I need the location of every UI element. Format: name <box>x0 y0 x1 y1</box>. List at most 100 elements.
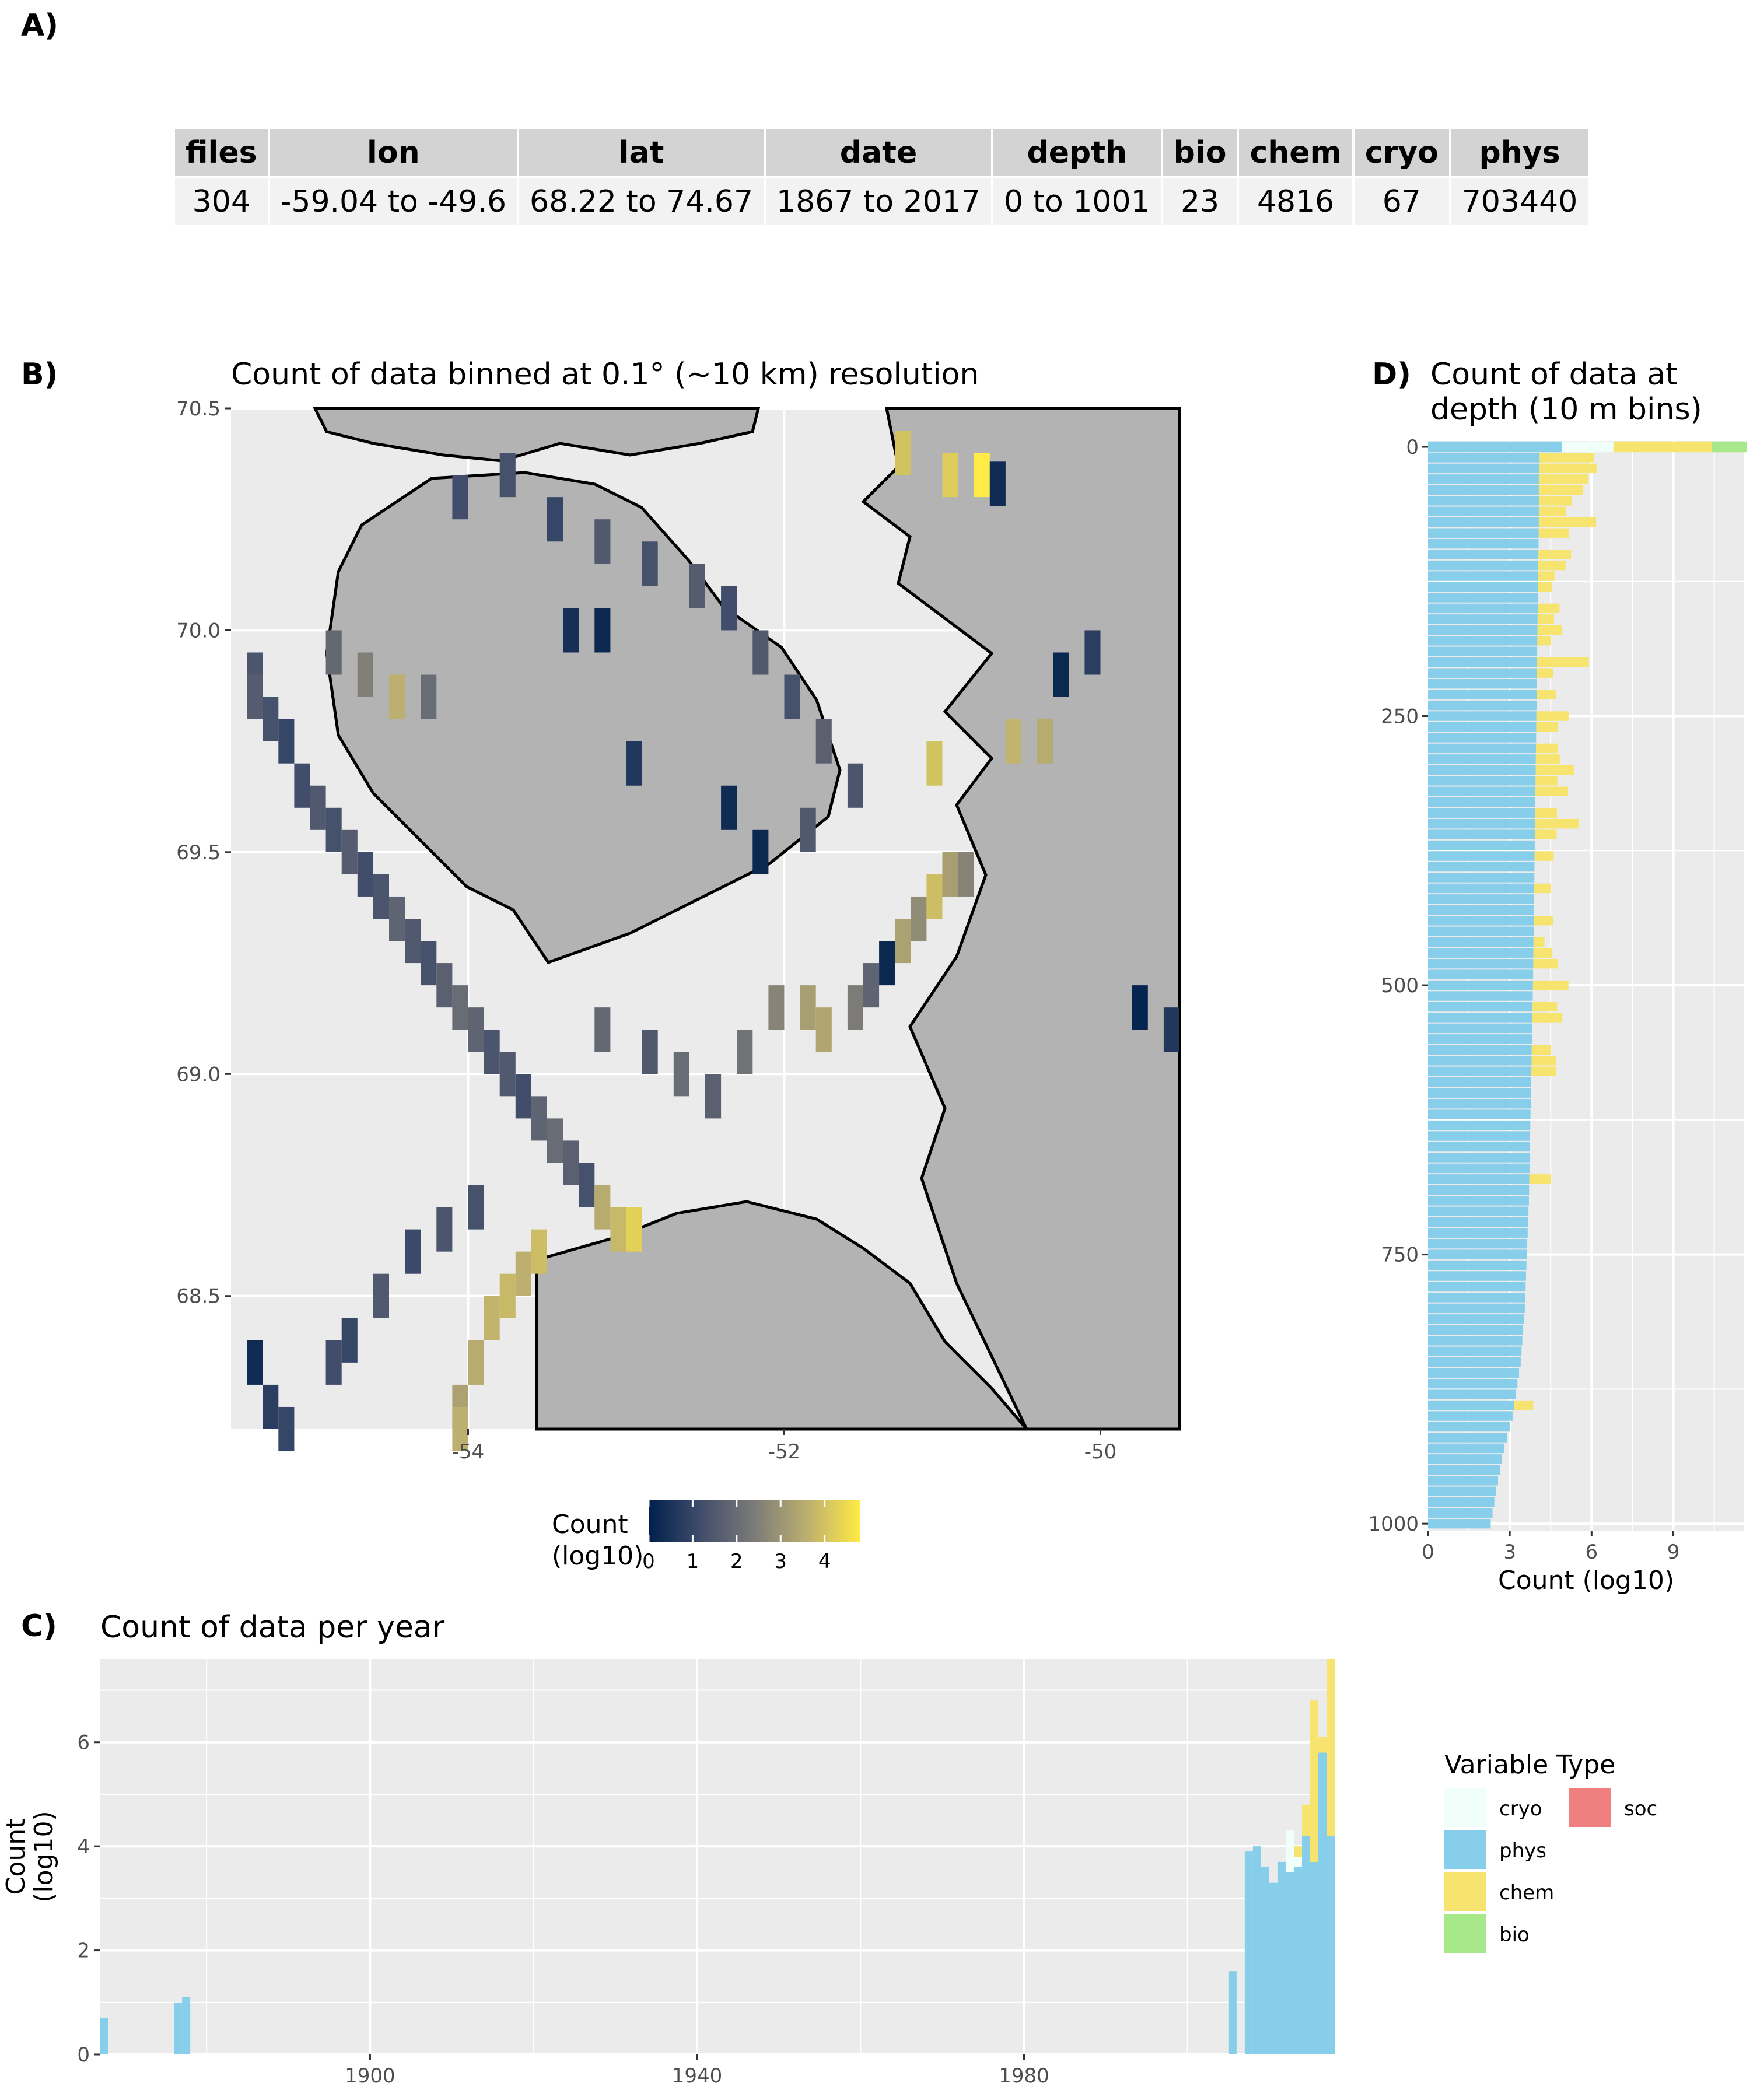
year-y-axis-label-line1: Count <box>1 1819 31 1895</box>
depth-chem-bar <box>1514 1400 1534 1410</box>
map-bin-cell <box>911 896 927 942</box>
depth-chem-bar <box>1537 625 1562 635</box>
map-bin-cell <box>547 1118 564 1163</box>
year-phys-bar <box>1301 1836 1310 2054</box>
depth-phys-bar <box>1428 743 1536 754</box>
depth-phys-bar <box>1428 453 1540 463</box>
depth-phys-bar <box>1428 1411 1513 1421</box>
depth-chem-bar <box>1538 550 1572 559</box>
summary-value-cell: 0 to 1001 <box>991 176 1163 228</box>
depth-chem-bar <box>1539 506 1566 516</box>
map-bin-cell <box>895 430 911 475</box>
summary-header-cell: cryo <box>1352 127 1451 178</box>
depth-phys-bar <box>1428 937 1534 947</box>
depth-phys-bar <box>1428 1368 1520 1378</box>
depth-phys-bar <box>1428 1346 1522 1356</box>
depth-x-axis-label: Count (log10) <box>1498 1566 1674 1595</box>
depth-phys-bar <box>1428 1390 1516 1399</box>
depth-phys-bar <box>1428 1508 1493 1518</box>
legend-chem-label: chem <box>1499 1881 1554 1905</box>
depth-phys-bar <box>1428 1422 1510 1432</box>
year-y-tick-label: 6 <box>77 1731 90 1755</box>
legend-bio-swatch <box>1444 1915 1486 1953</box>
legend-phys-swatch <box>1444 1831 1486 1869</box>
year-phys-bar <box>1252 1846 1261 2054</box>
summary-header-cell: phys <box>1448 127 1591 178</box>
year-phys-bar <box>1261 1867 1269 2054</box>
summary-value-cell: 703440 <box>1448 176 1591 228</box>
year-phys-bar <box>1293 1867 1302 2054</box>
map-bin-cell <box>468 1340 484 1385</box>
depth-chem-bar <box>1532 1013 1563 1023</box>
depth-x-tick-label: 3 <box>1503 1541 1516 1564</box>
map-bin-cell <box>1037 719 1054 764</box>
nuussuaq-peninsula <box>312 407 761 463</box>
colorbar-tick-label: 3 <box>774 1550 787 1573</box>
depth-chem-bar <box>1532 980 1569 991</box>
depth-chem-bar <box>1537 636 1551 646</box>
depth-phys-bar <box>1428 538 1539 549</box>
depth-phys-bar <box>1428 1238 1528 1249</box>
year-title: Count of data per year <box>100 1610 445 1645</box>
year-x-tick-label: 1940 <box>672 2064 723 2088</box>
depth-phys-bar <box>1428 1357 1521 1367</box>
year-y-tick-label: 0 <box>77 2043 90 2067</box>
map-bin-cell <box>721 586 737 631</box>
map-bin-cell <box>326 630 342 675</box>
map-bin-cell <box>752 630 769 675</box>
disko-island <box>325 471 842 965</box>
depth-y-tick-label: 250 <box>1381 705 1419 729</box>
depth-chem-bar <box>1535 765 1574 775</box>
depth-plot-area <box>1427 441 1747 1531</box>
map-bin-cell <box>1005 719 1021 764</box>
depth-phys-bar <box>1428 958 1534 969</box>
depth-phys-bar <box>1428 668 1537 678</box>
map-bin-cell <box>247 674 263 719</box>
depth-chem-bar <box>1533 958 1558 969</box>
map-bin-cell <box>847 763 863 808</box>
map-bin-cell <box>468 1007 484 1052</box>
map-bin-cell <box>515 1074 531 1119</box>
panel-d-letter: D) <box>1372 357 1411 392</box>
depth-phys-bar <box>1428 1260 1527 1270</box>
map-bin-cell <box>405 1229 421 1274</box>
depth-phys-bar <box>1428 528 1539 538</box>
legend-soc-swatch <box>1569 1788 1611 1827</box>
map-title: Count of data binned at 0.1° (~10 km) re… <box>231 357 979 392</box>
map-bin-cell <box>752 830 769 874</box>
depth-phys-bar <box>1428 797 1535 807</box>
depth-phys-bar <box>1428 1013 1532 1023</box>
depth-y-tick-label: 1000 <box>1368 1513 1419 1536</box>
map-bin-cell <box>642 1030 658 1074</box>
map-bin-cell <box>800 807 816 852</box>
depth-phys-bar <box>1428 711 1536 721</box>
colorbar-tick-label: 1 <box>687 1550 699 1573</box>
depth-phys-bar <box>1428 474 1539 484</box>
map-bin-cell <box>326 807 342 852</box>
year-x-tick-label: 1980 <box>999 2064 1049 2088</box>
depth-y-tick-label: 500 <box>1381 974 1419 998</box>
map-bin-cell <box>452 475 468 520</box>
depth-title: Count of data at depth (10 m bins) <box>1430 357 1702 427</box>
legend-soc-label: soc <box>1624 1797 1657 1821</box>
map-bin-cell <box>1053 652 1069 697</box>
map-bin-cell <box>326 1340 342 1385</box>
year-y-axis-label: Count(log10) <box>1 1811 59 1902</box>
depth-chem-bar <box>1535 830 1557 839</box>
depth-phys-bar <box>1428 1034 1532 1044</box>
depth-phys-bar <box>1428 603 1538 614</box>
depth-phys-bar <box>1428 830 1535 839</box>
depth-surface-bio-bar <box>1711 441 1747 453</box>
map-bin-cell <box>816 719 832 764</box>
panel-a-letter: A) <box>21 8 59 43</box>
depth-phys-bar <box>1428 1293 1525 1303</box>
legend-cryo-swatch <box>1444 1788 1486 1827</box>
map-bin-cell <box>468 1185 484 1230</box>
depth-phys-bar <box>1428 636 1538 646</box>
depth-phys-bar <box>1428 1131 1530 1141</box>
map-bin-cell <box>310 785 326 830</box>
map-bin-cell <box>547 497 564 542</box>
map-bin-cell <box>357 652 373 697</box>
map-bin-cell <box>784 674 800 719</box>
